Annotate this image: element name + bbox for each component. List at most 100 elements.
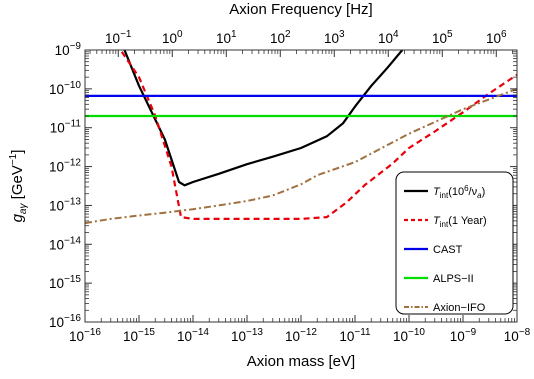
- x-tick-label-8-exp: −8: [519, 327, 531, 338]
- x-tick-label-6-exp: −10: [408, 327, 425, 338]
- x-tick-label-4: 10−12: [285, 327, 317, 344]
- x2-tick-label-7-exp: 6: [501, 29, 507, 40]
- x-tick-label-4-base: 10: [285, 329, 300, 344]
- legend-label-tint_1year: Tint(1 Year): [433, 215, 487, 229]
- ticks-layer: 10−16 10−15 10−14 10−13 10−12 10−11 10−10 10−9 1…: [49, 29, 531, 344]
- legend-label-ifo: Axion−IFO: [433, 302, 486, 314]
- y-title-main: g: [9, 213, 26, 222]
- y-tick-label-2-exp: −11: [65, 119, 82, 130]
- x2-tick-label-0-exp: −1: [120, 29, 132, 40]
- x2-tick-label-1: 100: [162, 29, 183, 46]
- y-tick-label-7-exp: −16: [64, 313, 81, 324]
- x-tick-label-2: 10−14: [177, 327, 209, 344]
- x-tick-label-1-exp: −15: [138, 327, 155, 338]
- x2-tick-label-6: 105: [432, 29, 453, 46]
- y-title-unit-exp: −1: [8, 153, 19, 165]
- x-tick-label-3-exp: −13: [246, 327, 263, 338]
- x2-tick-label-2-base: 10: [216, 31, 231, 46]
- x-tick-label-6: 10−10: [393, 327, 425, 344]
- legend: Tint(106/νa)Tint(1 Year)CASTALPS−IIAxion…: [395, 171, 514, 315]
- x-tick-label-1: 10−15: [123, 327, 155, 344]
- x-tick-label-1-base: 10: [123, 329, 138, 344]
- x-tick-label-0-exp: −16: [84, 327, 101, 338]
- x-tick-label-2-exp: −14: [192, 327, 209, 338]
- y-title-sub: aγ: [18, 203, 29, 215]
- x2-tick-label-7-base: 10: [486, 31, 501, 46]
- x2-tick-label-1-base: 10: [162, 31, 177, 46]
- y-tick-label-3-base: 10: [49, 160, 64, 175]
- x-tick-label-3-base: 10: [231, 329, 246, 344]
- legend-label-main: T: [433, 186, 441, 198]
- legend-label-main: T: [433, 215, 441, 227]
- series-layer: [85, 50, 517, 225]
- legend-label-main: Axion−IFO: [433, 302, 486, 314]
- x-tick-label-8-base: 10: [504, 329, 519, 344]
- series-line-tint_1year: [120, 51, 517, 220]
- y-tick-label-2-base: 10: [50, 121, 65, 136]
- y-tick-label-1-base: 10: [49, 82, 64, 97]
- x-tick-label-0-base: 10: [69, 329, 84, 344]
- legend-label-rest: (1 Year): [448, 215, 487, 227]
- x-tick-label-3: 10−13: [231, 327, 263, 344]
- legend-label-tint_1e6: Tint(106/νa): [433, 184, 485, 200]
- legend-label-main: CAST: [433, 244, 463, 256]
- y-tick-label-7-base: 10: [49, 315, 64, 330]
- x-tick-label-7-base: 10: [450, 329, 465, 344]
- y-tick-label-0: 10−9: [55, 41, 82, 58]
- x2-axis-title: Axion Frequency [Hz]: [229, 1, 372, 18]
- x2-tick-label-3: 102: [270, 29, 291, 46]
- x-tick-label-4-exp: −12: [300, 327, 317, 338]
- x2-tick-label-3-exp: 2: [285, 29, 291, 40]
- y-tick-label-5: 10−14: [49, 235, 81, 252]
- legend-label-sub: int: [440, 220, 449, 229]
- y-title-unit-close: ]: [9, 150, 26, 154]
- y-tick-label-4: 10−13: [49, 196, 81, 213]
- x2-tick-label-2-exp: 1: [231, 29, 237, 40]
- legend-label-cast: CAST: [433, 244, 463, 256]
- y-tick-label-4-base: 10: [49, 198, 64, 213]
- x2-tick-label-2: 101: [216, 29, 237, 46]
- legend-label-close: ): [482, 186, 486, 198]
- legend-label-sub: int: [440, 191, 449, 200]
- y-tick-label-4-exp: −13: [64, 196, 81, 207]
- y-axis-title: gaγ [GeV−1]: [8, 150, 29, 223]
- legend-label-main: ALPS−II: [433, 273, 474, 285]
- y-tick-label-1: 10−10: [49, 80, 81, 97]
- x2-tick-label-3-base: 10: [270, 31, 285, 46]
- y-tick-label-1-exp: −10: [64, 80, 81, 91]
- x2-tick-label-0: 10−1: [105, 29, 132, 46]
- x-tick-label-5-exp: −11: [354, 327, 371, 338]
- y-title-unit: [GeV: [9, 165, 26, 203]
- y-tick-label-5-base: 10: [49, 237, 64, 252]
- x-tick-label-5-base: 10: [339, 329, 354, 344]
- legend-label-alps: ALPS−II: [433, 273, 474, 285]
- y-tick-label-6-exp: −15: [64, 274, 81, 285]
- x-tick-label-6-base: 10: [393, 329, 408, 344]
- x-tick-label-5: 10−11: [339, 327, 371, 344]
- y-tick-label-0-exp: −9: [70, 41, 82, 52]
- x2-tick-label-6-exp: 5: [447, 29, 453, 40]
- x-tick-label-8: 10−8: [504, 327, 531, 344]
- y-tick-label-0-base: 10: [55, 43, 70, 58]
- legend-label-tail: /ν: [469, 186, 478, 198]
- legend-label-tail-sub: a: [477, 191, 482, 200]
- x2-tick-label-7: 106: [486, 29, 507, 46]
- y-tick-label-7: 10−16: [49, 313, 81, 330]
- series-line-ifo: [85, 87, 517, 225]
- x-tick-label-7-exp: −9: [465, 327, 477, 338]
- x2-tick-label-5-base: 10: [378, 31, 393, 46]
- x-tick-label-2-base: 10: [177, 329, 192, 344]
- series-line-tint_1e6: [123, 50, 404, 187]
- x2-tick-label-0-base: 10: [105, 31, 120, 46]
- x2-tick-label-6-base: 10: [432, 31, 447, 46]
- x-axis-title: Axion mass [eV]: [247, 353, 355, 370]
- x-tick-label-7: 10−9: [450, 327, 477, 344]
- y-tick-label-3: 10−12: [49, 158, 81, 175]
- x2-tick-label-5-exp: 4: [393, 29, 399, 40]
- x2-tick-label-5: 104: [378, 29, 399, 46]
- y-tick-label-3-exp: −12: [64, 158, 81, 169]
- y-tick-label-5-exp: −14: [64, 235, 81, 246]
- x2-tick-label-1-exp: 0: [177, 29, 183, 40]
- legend-label-rest: (10: [448, 186, 464, 198]
